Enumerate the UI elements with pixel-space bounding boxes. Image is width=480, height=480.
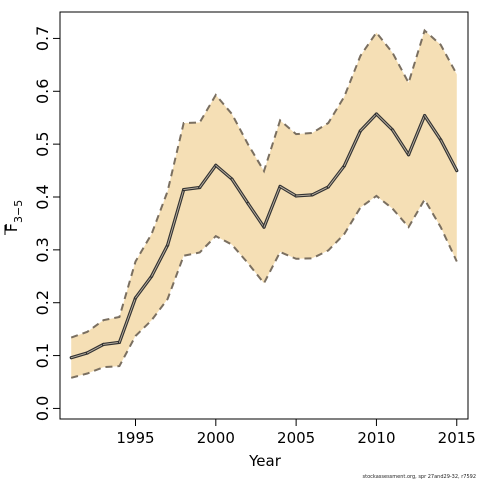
estimate-segment-core [167, 189, 185, 246]
estimate-segment-core [408, 115, 426, 156]
estimate-segment [214, 163, 234, 181]
y-axis-label-subscript: 3−5 [12, 200, 25, 223]
estimate-segment [390, 128, 411, 157]
estimate-segment [166, 188, 186, 247]
estimate-segment-core [183, 187, 201, 191]
estimate-segment [278, 184, 298, 198]
estimate-segment-core [86, 344, 104, 354]
estimate-segment-core [151, 244, 169, 277]
estimate-segment [230, 177, 250, 205]
estimate-segment-core [440, 139, 458, 172]
estimate-segment [262, 184, 282, 229]
x-tick-label: 1995 [116, 429, 154, 447]
y-tick-label: 0.3 [33, 237, 52, 262]
estimate-segment [310, 185, 330, 197]
estimate-segment-core [392, 129, 410, 156]
estimate-segment-core [279, 185, 297, 197]
estimate-segment-core [102, 341, 120, 345]
estimate-segment [117, 296, 138, 344]
estimate-segment [294, 193, 314, 198]
x-tick-label: 2015 [438, 429, 476, 447]
estimate-segment-core [375, 113, 393, 131]
estimate-segment-core [118, 297, 136, 343]
estimate-segment-core [135, 275, 153, 299]
estimate-segment [133, 274, 154, 300]
estimate-segment [326, 164, 346, 189]
y-axis: 0.0 0.1 0.2 0.3 0.4 0.5 0.6 0.7 [33, 26, 60, 421]
x-tick-label: 2010 [357, 429, 395, 447]
y-axis-label: F3−5 [2, 200, 25, 235]
estimate-segment-core [343, 130, 361, 167]
estimate-series [69, 112, 459, 360]
estimate-segment [423, 113, 443, 142]
estimate-segment [246, 201, 266, 229]
estimate-segment-core [263, 185, 281, 228]
x-axis: 1995 2000 2005 2010 2015 [116, 419, 476, 447]
estimate-segment-core [70, 352, 88, 359]
estimate-segment [198, 163, 218, 190]
confidence-band [71, 30, 457, 378]
estimate-segment [439, 138, 459, 173]
estimate-segment-core [231, 178, 249, 204]
estimate-segment [69, 351, 89, 360]
y-tick-label: 0.0 [33, 396, 52, 421]
estimate-segment [85, 342, 105, 355]
y-tick-label: 0.5 [33, 131, 52, 156]
estimate-segment-core [359, 113, 377, 132]
estimate-segment [182, 185, 202, 192]
y-tick-label: 0.2 [33, 290, 52, 315]
lower-bound-line [70, 194, 458, 379]
estimate-segment [149, 243, 170, 278]
x-axis-label: Year [248, 452, 282, 470]
estimate-segment [374, 112, 395, 132]
footnote: stockassessment.org, spr 27and29-32, r75… [363, 474, 476, 480]
estimate-segment-core [327, 165, 345, 188]
estimate-segment-core [215, 164, 233, 180]
y-axis-label-text: F3−5 [2, 200, 25, 232]
estimate-segment [101, 340, 122, 347]
estimate-segment-core [295, 194, 313, 197]
y-tick-label: 0.7 [33, 26, 52, 51]
estimate-segment-core [199, 164, 217, 188]
y-tick-label: 0.6 [33, 79, 52, 104]
plot-area [59, 11, 469, 420]
estimate-segment-core [247, 202, 265, 228]
estimate-segment [358, 112, 379, 133]
estimate-segment-core [311, 186, 329, 196]
estimate-segment-core [424, 115, 442, 141]
estimate-segment [406, 113, 427, 157]
x-tick-label: 2000 [197, 429, 235, 447]
y-tick-label: 0.4 [33, 184, 52, 209]
upper-bound-line [70, 28, 458, 339]
estimate-segment [342, 129, 362, 168]
y-axis-label-main: F [2, 223, 21, 232]
plot-frame [59, 11, 469, 420]
x-tick-label: 2005 [277, 429, 315, 447]
y-tick-label: 0.1 [33, 343, 52, 368]
